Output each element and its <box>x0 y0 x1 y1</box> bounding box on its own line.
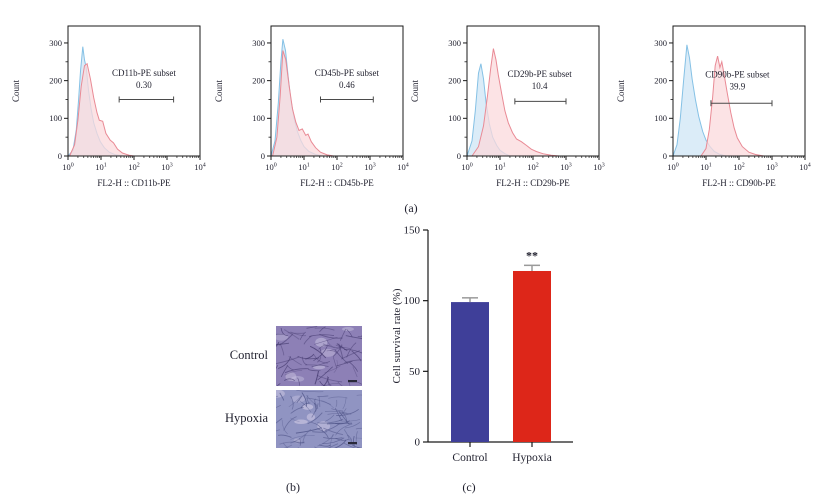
cd11b-y-tick-label: 0 <box>58 151 62 161</box>
cd29b-x-tick-label: 103 <box>560 162 572 172</box>
cd11b-gate-value: 0.30 <box>136 80 152 90</box>
cd45b-x-axis-title: FL2-H :: CD45b-PE <box>300 178 374 188</box>
cd11b-x-tick-label: 101 <box>95 162 107 172</box>
bar-y-axis-title: Cell survival rate (%) <box>391 288 403 383</box>
cd45b-x-tick-label: 100 <box>265 162 277 172</box>
cd90b-x-tick-label: 102 <box>733 162 745 172</box>
cd45b-y-tick-label: 0 <box>261 151 265 161</box>
cd90b-y-tick-label: 200 <box>654 75 667 85</box>
cd11b-gate-bracket <box>118 96 175 103</box>
cd90b-x-tick-label: 100 <box>667 162 679 172</box>
flow-panel-cd29b: 0 100 200 300 100 101 102 103 103 CD29b-PE subset… <box>405 8 607 208</box>
panel-b-label: (b) <box>286 480 300 494</box>
cd45b-y-axis-title: Count <box>214 80 224 103</box>
bar-y-tick-label: 0 <box>415 437 421 449</box>
cd11b-y-tick-label: 300 <box>49 38 62 48</box>
cd45b-x-tick-label: 101 <box>298 162 310 172</box>
error-bar-control <box>462 297 478 303</box>
cd11b-y-tick-label: 200 <box>49 75 62 85</box>
cd29b-x-tick-label: 103 <box>593 162 605 172</box>
cd45b-gate-bracket <box>320 96 374 103</box>
cd90b-gate-value: 39.9 <box>729 82 745 92</box>
cd29b-gate-bracket <box>514 98 567 105</box>
cd45b-x-tick-label: 104 <box>397 162 409 172</box>
cd90b-y-tick-label: 0 <box>663 151 667 161</box>
bar-hypoxia <box>513 270 551 442</box>
cd29b-y-tick-label: 300 <box>448 38 461 48</box>
flow-panel-cd11b: 0 100 200 300 100 101 102 103 104 CD11b-PE subset… <box>6 8 208 208</box>
hypoxia-micrograph-label: Hypoxia <box>224 411 268 425</box>
cd29b-x-tick-label: 101 <box>494 162 506 172</box>
cd29b-gate-label: CD29b-PE subset <box>507 69 572 79</box>
hypoxia-micrograph-image <box>252 389 377 458</box>
bar-y-tick-label: 50 <box>409 366 421 378</box>
cd29b-x-tick-label: 102 <box>527 162 539 172</box>
bar-control <box>451 302 489 442</box>
bar-y-tick-label: 150 <box>404 225 421 237</box>
bar-category-label: Hypoxia <box>512 452 552 464</box>
cd29b-gate-value: 10.4 <box>532 81 548 91</box>
cd45b-y-tick-label: 300 <box>252 38 265 48</box>
cd29b-y-tick-label: 0 <box>457 151 461 161</box>
cd11b-x-tick-label: 104 <box>194 162 206 172</box>
cd90b-x-tick-label: 101 <box>700 162 712 172</box>
cd29b-histogram-stained-red <box>471 48 560 157</box>
cd90b-x-tick-label: 103 <box>766 162 778 172</box>
cd45b-gate-label: CD45b-PE subset <box>315 68 380 78</box>
cd90b-x-axis-title: FL2-H :: CD90b-PE <box>702 178 776 188</box>
cd29b-y-axis-title: Count <box>410 80 420 103</box>
cd29b-x-axis-title: FL2-H :: CD29b-PE <box>496 178 570 188</box>
flow-panel-cd90b: 0 100 200 300 100 101 102 103 104 CD90b-PE subset… <box>611 8 813 208</box>
bar-y-tick-label: 100 <box>404 295 421 307</box>
panel-a-label: (a) <box>404 201 418 215</box>
cd29b-x-tick-label: 100 <box>461 162 473 172</box>
cd11b-y-axis-title: Count <box>11 80 21 103</box>
cd29b-y-tick-label: 200 <box>448 75 461 85</box>
cd45b-histogram-stained-red <box>271 50 334 157</box>
significance-stars: ** <box>526 248 538 262</box>
error-bar-hypoxia <box>524 264 540 271</box>
bar-category-label: Control <box>452 452 487 464</box>
cd11b-x-axis-title: FL2-H :: CD11b-PE <box>97 178 171 188</box>
cd90b-y-tick-label: 100 <box>654 113 667 123</box>
cd90b-y-tick-label: 300 <box>654 38 667 48</box>
cd45b-x-tick-label: 102 <box>331 162 343 172</box>
cd11b-x-tick-label: 100 <box>62 162 74 172</box>
cd11b-x-tick-label: 102 <box>128 162 140 172</box>
flow-panel-cd45b: 0 100 200 300 100 101 102 103 104 CD45b-PE subset… <box>209 8 411 208</box>
bar-chart-cell-survival: 0 50 100 150 Control Hypoxia ** Cell survival r… <box>388 218 593 473</box>
cd45b-x-tick-label: 103 <box>364 162 376 172</box>
cd11b-y-tick-label: 100 <box>49 113 62 123</box>
cd11b-gate-label: CD11b-PE subset <box>112 68 176 78</box>
control-micrograph-label: Control <box>229 348 268 362</box>
panel-c-label: (c) <box>462 480 476 494</box>
cd90b-gate-label: CD90b-PE subset <box>705 70 770 80</box>
cd90b-gate-bracket <box>710 100 773 107</box>
control-micrograph-image <box>262 326 379 401</box>
cd29b-y-tick-label: 100 <box>448 113 461 123</box>
cd11b-histogram-stained-red <box>68 62 135 157</box>
cd45b-gate-value: 0.46 <box>339 80 355 90</box>
cd11b-x-tick-label: 103 <box>161 162 173 172</box>
cd45b-y-tick-label: 200 <box>252 75 265 85</box>
cd90b-y-axis-title: Count <box>616 80 626 103</box>
cd90b-x-tick-label: 104 <box>799 162 811 172</box>
cd45b-y-tick-label: 100 <box>252 113 265 123</box>
